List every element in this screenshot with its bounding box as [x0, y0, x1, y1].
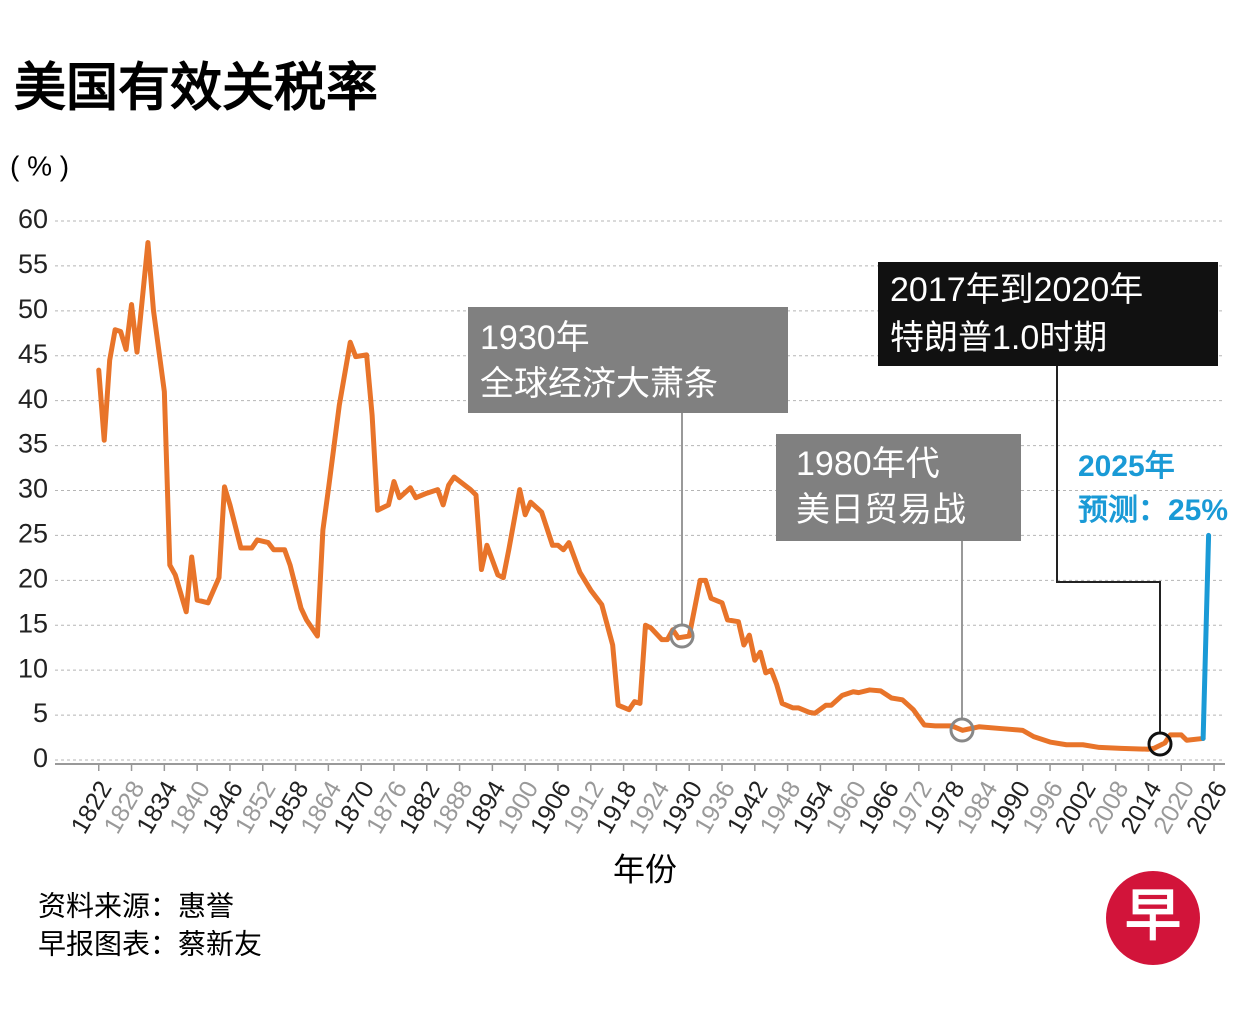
source-text: 资料来源：惠誉 — [38, 890, 234, 921]
y-tick-label: 5 — [33, 698, 48, 728]
y-tick-label: 45 — [18, 339, 48, 369]
y-tick-label: 50 — [18, 294, 48, 324]
y-tick-label: 35 — [18, 429, 48, 459]
annotation-text: 2017年到2020年 — [890, 271, 1143, 309]
y-tick-label: 55 — [18, 249, 48, 279]
logo-text: 早 — [1125, 884, 1181, 947]
annotation-box — [468, 307, 788, 413]
y-axis-label: ( % ) — [10, 150, 69, 181]
annotation-text: 特朗普1.0时期 — [890, 319, 1107, 357]
annotation-text: 全球经济大萧条 — [480, 365, 718, 403]
source-text: 早报图表：蔡新友 — [38, 928, 262, 959]
annotation-text: 2025年 — [1078, 450, 1175, 483]
annotation-text: 美日贸易战 — [796, 491, 966, 529]
annotation-box — [878, 262, 1218, 366]
data-line — [1200, 532, 1212, 741]
y-tick-label: 25 — [18, 519, 48, 549]
annotation-text: 预测：25% — [1078, 494, 1228, 527]
highlight-circle — [669, 623, 695, 649]
leader-line — [1056, 366, 1161, 732]
highlight-circle — [949, 717, 975, 743]
y-tick-label: 15 — [18, 608, 48, 638]
x-axis-label: 年份 — [613, 851, 677, 887]
logo — [1106, 871, 1200, 965]
annotation-box — [776, 434, 1021, 541]
chart-title: 美国有效关税率 — [14, 60, 378, 118]
y-tick-label: 20 — [18, 563, 48, 593]
y-tick-label: 60 — [18, 204, 48, 234]
y-tick-label: 0 — [33, 743, 48, 773]
y-tick-label: 40 — [18, 384, 48, 414]
y-tick-label: 10 — [18, 653, 48, 683]
y-tick-label: 30 — [18, 474, 48, 504]
annotation-text: 1980年代 — [796, 445, 940, 483]
highlight-circle — [1147, 731, 1173, 757]
annotation-text: 1930年 — [480, 319, 590, 357]
data-line — [96, 240, 1206, 752]
